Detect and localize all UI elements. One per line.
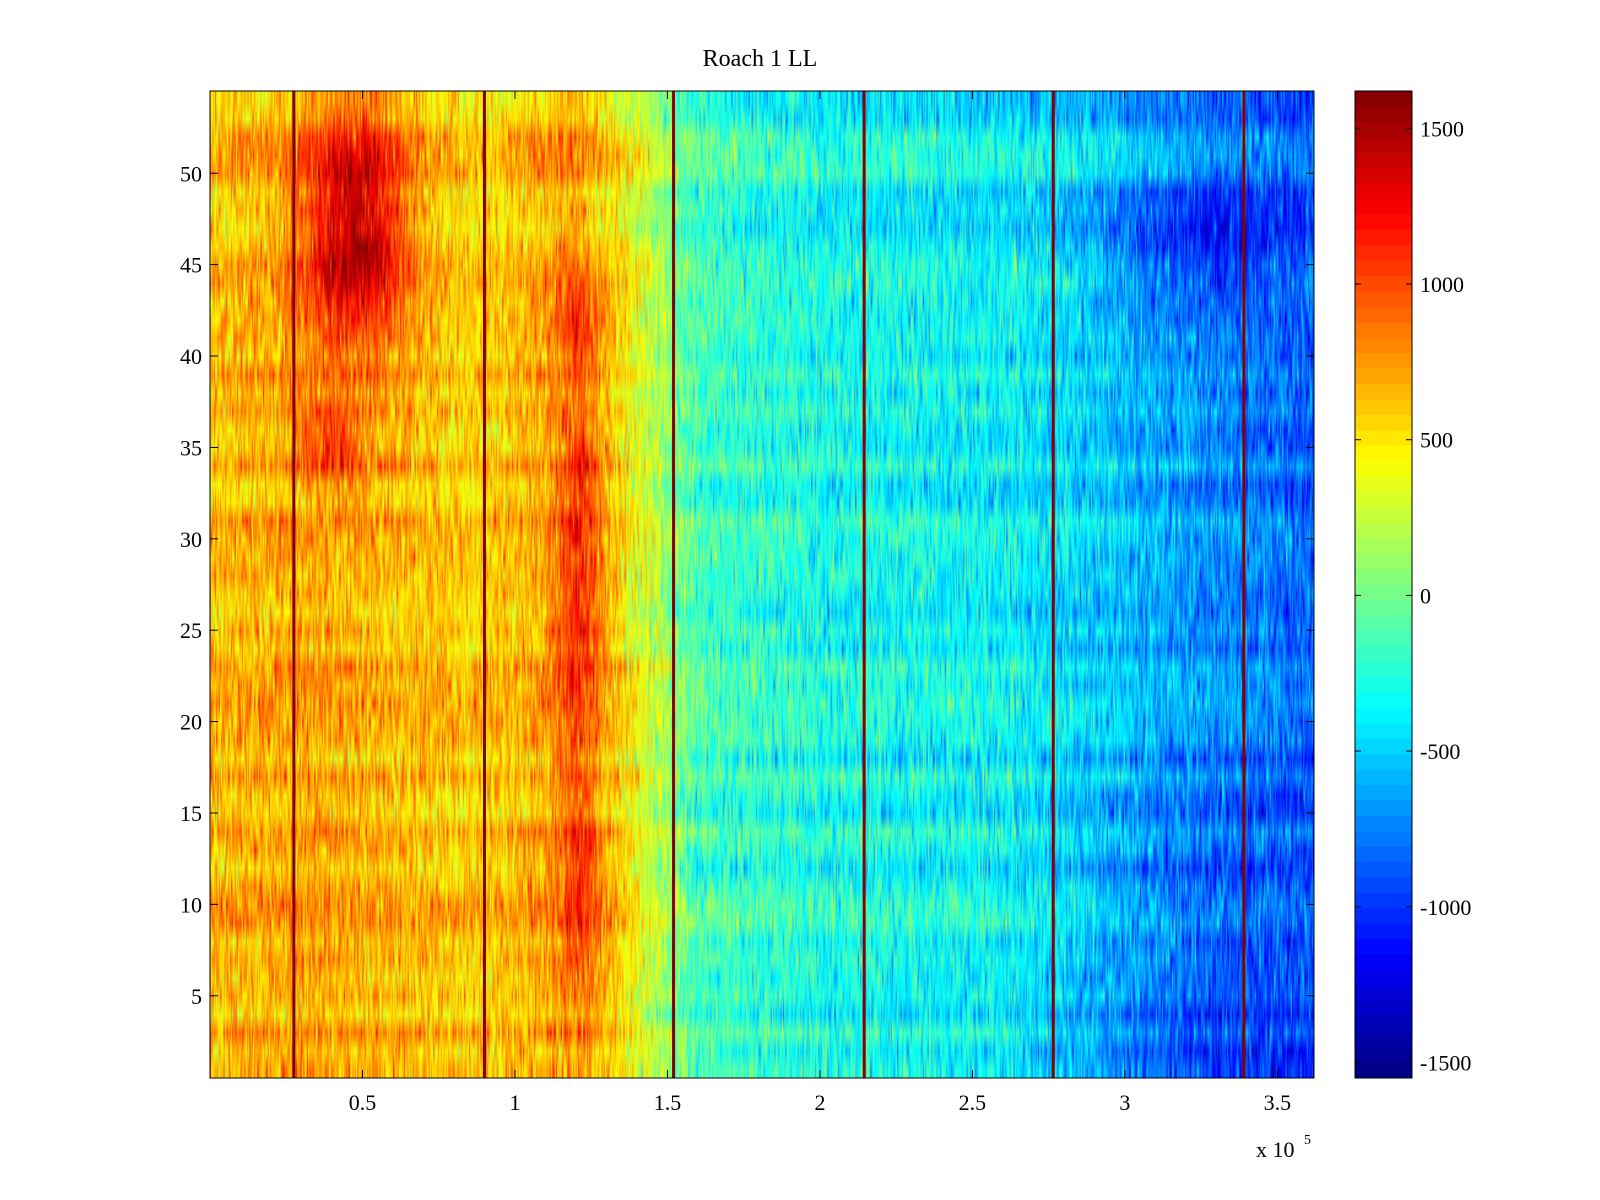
x-tick-label-5: 2.5 — [959, 1090, 987, 1115]
x-tick-label-2: 1 — [509, 1090, 520, 1115]
y-tick-label-8: 40 — [180, 344, 202, 369]
colorbar-tick-label-3: 500 — [1420, 428, 1453, 453]
vertical-lines — [292, 91, 1246, 1078]
y-tick-label-10: 50 — [180, 161, 202, 186]
colorbar-axis: 1500 1000 500 0 -500 -1000 -1500 — [1355, 116, 1471, 1075]
x-axis: 0.5 1 1.5 2 2.5 3 3.5 — [349, 91, 1291, 1115]
plot-frame — [209, 90, 1315, 1079]
colorbar-tick-label-4: 0 — [1420, 583, 1431, 608]
y-axis: 5 10 15 20 25 30 35 40 45 50 — [180, 161, 1314, 1009]
x-tick-label-1: 0.5 — [349, 1090, 377, 1115]
y-tick-label-6: 30 — [180, 527, 202, 552]
y-tick-label-3: 15 — [180, 801, 202, 826]
heatmap-image — [210, 91, 1314, 1078]
y-tick-label-5: 25 — [180, 618, 202, 643]
chart-title: Roach 1 LL — [703, 46, 818, 72]
x-multiplier-exponent: 5 — [1304, 1133, 1311, 1148]
x-tick-label-7: 3.5 — [1264, 1090, 1292, 1115]
y-tick-label-7: 35 — [180, 435, 202, 460]
x-multiplier: x 10 5 — [1256, 1133, 1311, 1162]
colorbar-tick-label-7: -1500 — [1420, 1050, 1471, 1075]
x-tick-label-4: 2 — [814, 1090, 825, 1115]
colorbar — [1355, 91, 1412, 1078]
y-tick-label-9: 45 — [180, 253, 202, 278]
y-tick-label-4: 20 — [180, 710, 202, 735]
x-tick-label-6: 3 — [1119, 1090, 1130, 1115]
colorbar-tick-label-1: 1500 — [1420, 116, 1464, 141]
colorbar-tick-label-2: 1000 — [1420, 272, 1464, 297]
colorbar-frame — [1354, 90, 1413, 1079]
colorbar-tick-label-6: -1000 — [1420, 895, 1471, 920]
y-tick-label-1: 5 — [191, 984, 202, 1009]
x-multiplier-base: x 10 — [1256, 1137, 1295, 1162]
x-tick-label-3: 1.5 — [654, 1090, 682, 1115]
colorbar-tick-label-5: -500 — [1420, 739, 1460, 764]
y-tick-label-2: 10 — [180, 892, 202, 917]
